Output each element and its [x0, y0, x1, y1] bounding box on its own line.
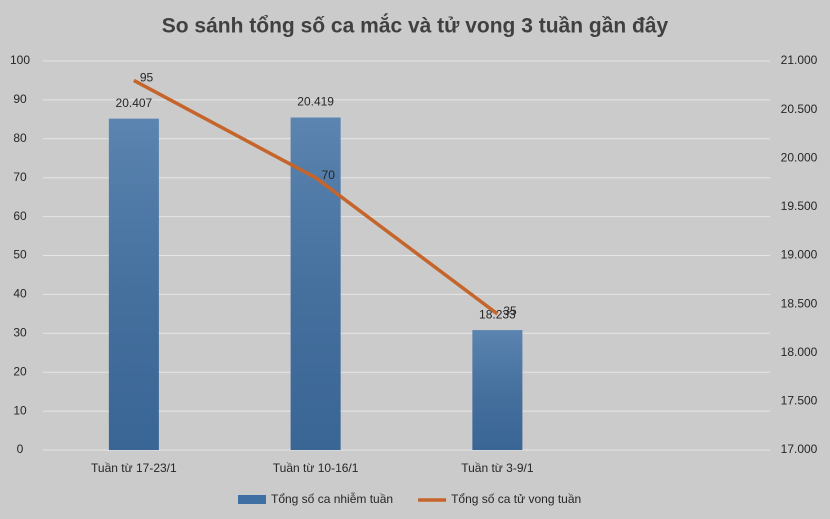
y2-tick-label: 21.000: [781, 53, 818, 67]
bar-shade: [472, 330, 523, 450]
legend-swatch: [238, 495, 266, 504]
line-value-label: 35: [503, 304, 517, 318]
y2-tick-label: 17.000: [781, 442, 818, 456]
y-tick-label: 50: [13, 248, 27, 262]
y-tick-label: 40: [13, 287, 27, 301]
y2-tick-label: 18.000: [781, 345, 818, 359]
legend-label: Tổng số ca tử vong tuần: [451, 492, 581, 506]
x-tick-label: Tuần từ 17-23/1: [91, 461, 177, 475]
y2-tick-label: 19.000: [781, 248, 818, 262]
x-tick-label: Tuần từ 10-16/1: [273, 461, 359, 475]
y-tick-label: 20: [13, 364, 27, 378]
y-tick-label: 0: [17, 442, 24, 456]
y2-tick-label: 20.500: [781, 102, 818, 116]
y-tick-label: 100: [10, 53, 30, 67]
y-tick-label: 60: [13, 209, 27, 223]
y-tick-label: 10: [13, 403, 27, 417]
y2-tick-label: 19.500: [781, 199, 818, 213]
chart-title: So sánh tổng số ca mắc và tử vong 3 tuần…: [162, 14, 669, 38]
legend-label: Tổng số ca nhiễm tuần: [271, 491, 393, 506]
line-value-label: 70: [322, 168, 336, 182]
line-value-label: 95: [140, 71, 154, 85]
bar-value-label: 18.233: [479, 307, 516, 321]
bar-value-label: 20.419: [297, 95, 334, 109]
x-tick-label: Tuần từ 3-9/1: [461, 461, 534, 475]
y-tick-label: 90: [13, 92, 27, 106]
bar-shade: [290, 117, 341, 450]
line: [133, 78, 499, 316]
y2-tick-label: 17.500: [781, 394, 818, 408]
y-tick-label: 80: [13, 131, 27, 145]
bar-shade: [108, 118, 159, 450]
y2-tick-label: 20.000: [781, 150, 818, 164]
y-tick-label: 30: [13, 325, 27, 339]
y2-tick-label: 18.500: [781, 296, 818, 310]
y-tick-label: 70: [13, 170, 27, 184]
bar-value-label: 20.407: [116, 96, 153, 110]
